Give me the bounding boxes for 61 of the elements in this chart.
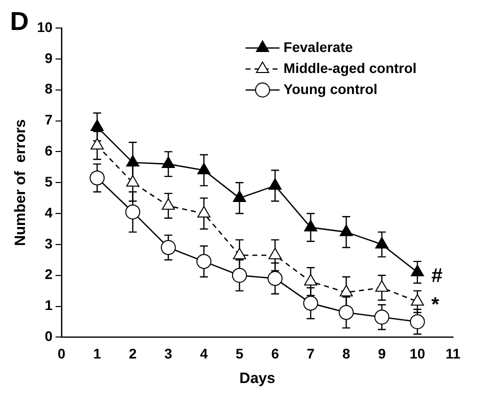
x-tick-label: 8 [342, 345, 350, 362]
x-axis-title: Days [239, 370, 276, 388]
point [268, 248, 282, 260]
point [375, 280, 388, 292]
x-tick-label: 4 [200, 345, 208, 362]
y-tick-label: 4 [44, 204, 53, 220]
legend-label: Middle-aged control [284, 60, 417, 76]
point [126, 155, 140, 166]
y-axis-title: Number of errors [12, 119, 30, 246]
point [197, 162, 210, 174]
point [268, 178, 282, 190]
text: D [10, 6, 29, 36]
point [303, 296, 318, 311]
y-tick-label: 3 [44, 235, 53, 252]
point [340, 224, 353, 236]
x-tick-label: 6 [271, 345, 280, 362]
point [90, 138, 104, 150]
point [126, 175, 140, 187]
x-tick-label: 10 [410, 345, 426, 362]
y-tick-label: 8 [44, 80, 53, 97]
x-tick-label: 9 [378, 345, 386, 362]
point [375, 236, 388, 248]
point [338, 304, 354, 320]
point [162, 156, 175, 168]
point [410, 264, 424, 276]
point [232, 268, 247, 283]
annotation: * [431, 294, 440, 316]
point [197, 206, 210, 218]
point [304, 274, 318, 286]
point [232, 248, 246, 260]
x-tick-label: 11 [446, 345, 461, 362]
point [268, 270, 283, 286]
point [304, 220, 318, 232]
x-tick-label: 0 [58, 345, 66, 362]
x-tick-label: 1 [93, 345, 102, 362]
y-tick-label: 2 [44, 266, 53, 282]
point [125, 204, 140, 220]
legend-label: Young control [284, 80, 378, 97]
point [340, 284, 353, 296]
point [374, 310, 390, 325]
point [162, 198, 175, 210]
point [410, 314, 425, 330]
legend-label: Fevalerate [284, 38, 354, 55]
x-tick-label: 5 [236, 345, 244, 362]
y-tick-label: 5 [44, 173, 53, 190]
point [160, 240, 176, 256]
y-tick-label: 9 [44, 50, 53, 66]
point [90, 119, 104, 131]
y-tick-label: 0 [44, 328, 53, 344]
y-tick-label: 6 [44, 142, 53, 159]
point [410, 294, 424, 306]
x-tick-label: 7 [306, 345, 315, 362]
x-tick-label: 3 [164, 345, 172, 362]
annotation: # [431, 264, 443, 287]
x-tick-label: 2 [128, 345, 137, 362]
point [232, 190, 246, 202]
y-tick-label: 7 [44, 112, 53, 128]
point [196, 254, 212, 269]
y-tick-label: 10 [36, 18, 53, 35]
y-tick-label: 1 [44, 297, 53, 314]
point [90, 170, 105, 186]
